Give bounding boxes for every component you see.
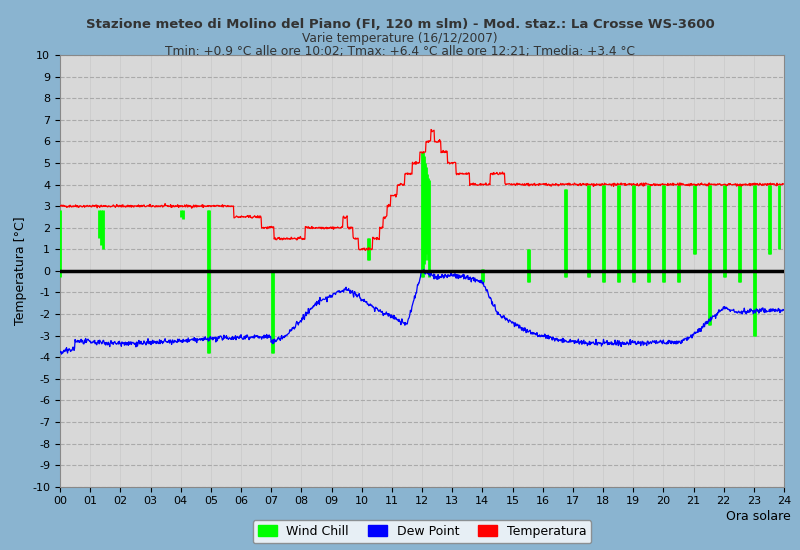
Text: Varie temperature (16/12/2007): Varie temperature (16/12/2007) xyxy=(302,32,498,45)
Text: Tmin: +0.9 °C alle ore 10:02; Tmax: +6.4 °C alle ore 12:21; Tmedia: +3.4 °C: Tmin: +0.9 °C alle ore 10:02; Tmax: +6.4… xyxy=(165,45,635,58)
Y-axis label: Temperatura [°C]: Temperatura [°C] xyxy=(14,217,26,325)
Legend: Wind Chill, Dew Point, Temperatura: Wind Chill, Dew Point, Temperatura xyxy=(253,520,591,543)
X-axis label: Ora solare: Ora solare xyxy=(726,510,791,524)
Text: Stazione meteo di Molino del Piano (FI, 120 m slm) - Mod. staz.: La Crosse WS-36: Stazione meteo di Molino del Piano (FI, … xyxy=(86,18,714,31)
